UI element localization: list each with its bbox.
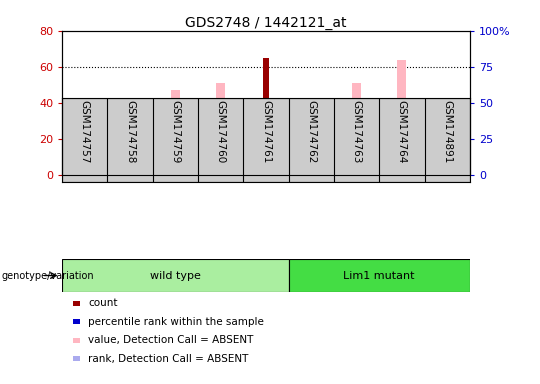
Text: GSM174761: GSM174761 <box>261 101 271 164</box>
Text: Lim1 mutant: Lim1 mutant <box>343 270 415 281</box>
Bar <box>352 83 361 175</box>
Bar <box>397 136 407 141</box>
Text: GSM174757: GSM174757 <box>80 101 90 164</box>
Title: GDS2748 / 1442121_at: GDS2748 / 1442121_at <box>185 16 347 30</box>
Bar <box>352 141 361 145</box>
Text: GSM174764: GSM174764 <box>397 101 407 164</box>
Text: percentile rank within the sample: percentile rank within the sample <box>88 317 264 327</box>
Text: GSM174763: GSM174763 <box>352 101 362 164</box>
Text: wild type: wild type <box>150 270 201 281</box>
Bar <box>263 134 269 138</box>
Bar <box>288 259 470 292</box>
Bar <box>80 168 89 173</box>
Bar <box>443 166 451 175</box>
Text: GSM174762: GSM174762 <box>306 101 316 164</box>
Bar <box>216 83 225 175</box>
Text: count: count <box>88 298 118 308</box>
Bar <box>80 169 89 175</box>
Text: GSM174891: GSM174891 <box>442 101 452 164</box>
Bar <box>307 159 316 175</box>
Bar <box>171 90 180 175</box>
Bar <box>397 60 407 175</box>
Bar <box>125 167 134 175</box>
Bar <box>443 165 451 170</box>
Bar <box>307 166 316 170</box>
Bar <box>216 141 225 145</box>
Text: value, Detection Call = ABSENT: value, Detection Call = ABSENT <box>88 335 253 345</box>
Bar <box>62 259 288 292</box>
Text: GSM174760: GSM174760 <box>215 101 226 164</box>
Text: genotype/variation: genotype/variation <box>1 270 94 281</box>
Bar <box>125 166 134 170</box>
Text: GSM174758: GSM174758 <box>125 101 135 164</box>
Text: rank, Detection Call = ABSENT: rank, Detection Call = ABSENT <box>88 354 248 364</box>
Bar <box>263 58 269 175</box>
Bar <box>171 142 180 147</box>
Text: GSM174759: GSM174759 <box>170 101 180 164</box>
